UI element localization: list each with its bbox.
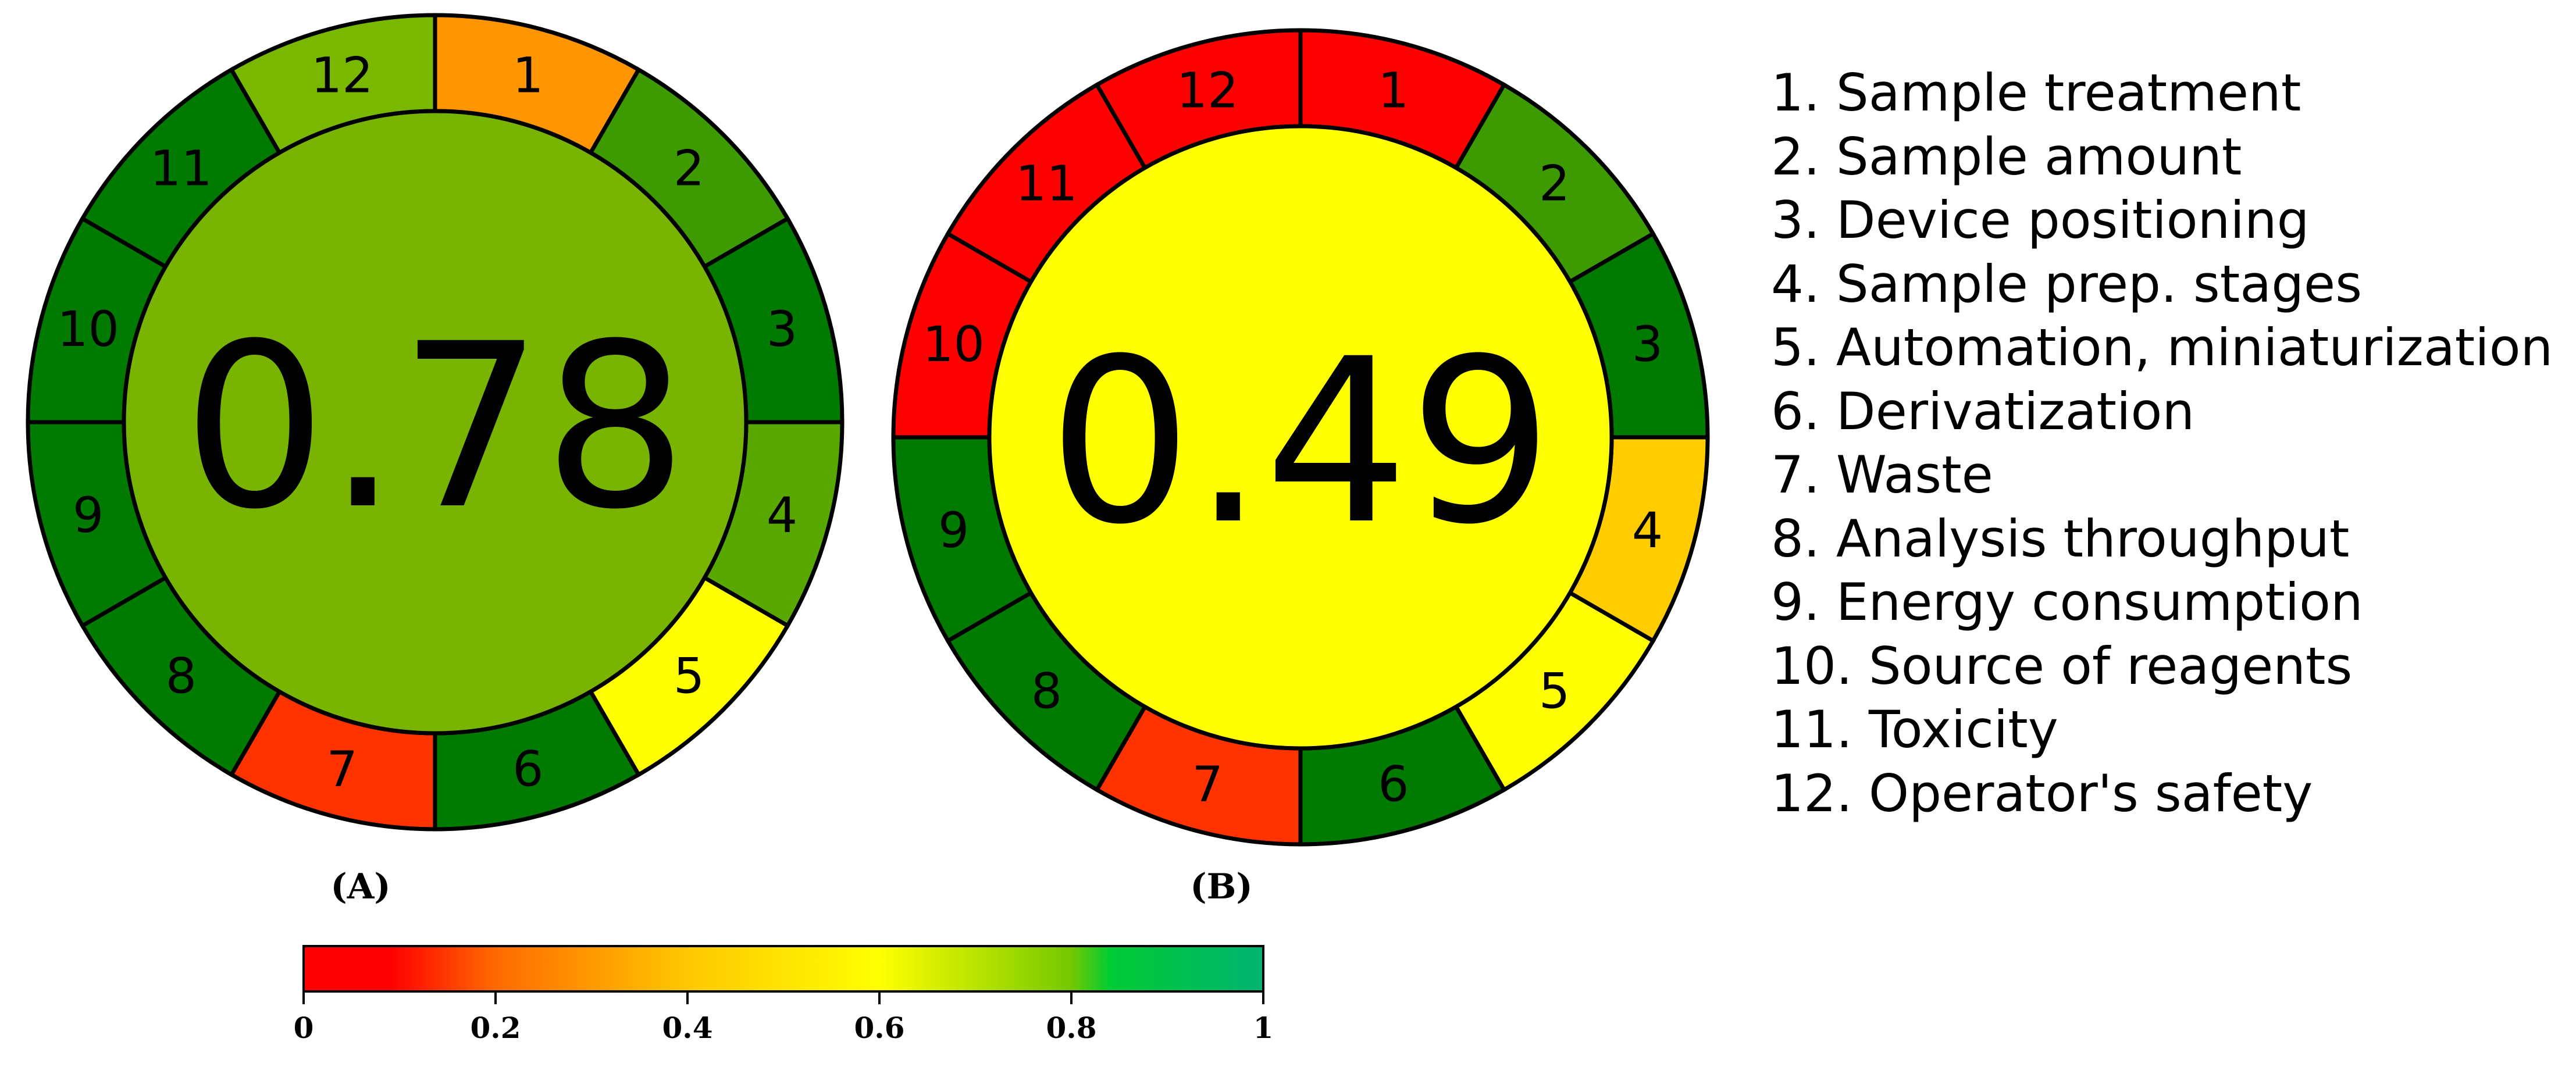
segment-number-5: 5 — [1539, 663, 1570, 720]
segment-number-6: 6 — [512, 740, 543, 797]
segment-number-6: 6 — [1378, 755, 1409, 812]
segment-number-9: 9 — [938, 502, 969, 559]
criterion-6: 6. Derivatization — [1771, 381, 2195, 441]
panel-label: (B) — [1190, 866, 1253, 907]
segment-number-10: 10 — [922, 316, 985, 373]
segment-number-4: 4 — [767, 487, 797, 544]
segment-number-8: 8 — [1031, 663, 1062, 720]
colorbar-gradient — [302, 945, 1264, 993]
segment-number-2: 2 — [674, 140, 704, 197]
colorbar-tick-label: 0 — [294, 1011, 314, 1045]
segment-number-11: 11 — [1016, 155, 1078, 212]
colorbar-tick-label: 0.4 — [662, 1011, 713, 1045]
segment-number-10: 10 — [57, 301, 119, 358]
segment-number-3: 3 — [767, 301, 797, 358]
segment-number-12: 12 — [1177, 62, 1239, 119]
segment-number-11: 11 — [150, 140, 212, 197]
segment-number-4: 4 — [1632, 502, 1663, 559]
score-circle — [987, 124, 1614, 751]
criteria-legend: 1. Sample treatment 2. Sample amount 3. … — [1771, 61, 2553, 825]
segment-number-3: 3 — [1632, 316, 1663, 373]
overall-score: 0.78 — [183, 295, 687, 559]
overall-score: 0.49 — [1048, 310, 1553, 574]
criterion-9: 9. Energy consumption — [1771, 572, 2363, 632]
score-circle — [122, 109, 749, 736]
colorbar-tick-label: 0.6 — [854, 1011, 905, 1045]
criterion-7: 7. Waste — [1771, 445, 1993, 505]
colorbar-tick-label: 0.2 — [471, 1011, 521, 1045]
criterion-5: 5. Automation, miniaturization — [1771, 317, 2553, 377]
criterion-11: 11. Toxicity — [1771, 700, 2058, 759]
segment-number-2: 2 — [1539, 155, 1570, 212]
colorbar: 0 0.2 0.4 0.6 0.8 1 — [294, 945, 1274, 1045]
criterion-8: 8. Analysis throughput — [1771, 508, 2350, 569]
segment-number-8: 8 — [166, 648, 197, 705]
segment-number-1: 1 — [512, 47, 543, 104]
colorbar-tick-label: 1 — [1253, 1011, 1274, 1045]
segment-number-7: 7 — [326, 740, 357, 797]
segment-number-5: 5 — [674, 648, 704, 705]
criterion-1: 1. Sample treatment — [1771, 63, 2301, 123]
segment-number-7: 7 — [1192, 755, 1223, 812]
criterion-3: 3. Device positioning — [1771, 190, 2310, 250]
criterion-12: 12. Operator's safety — [1771, 763, 2313, 823]
segment-number-9: 9 — [73, 487, 104, 544]
criterion-4: 4. Sample prep. stages — [1771, 254, 2363, 314]
panel-label: (A) — [330, 866, 390, 907]
criterion-2: 2. Sample amount — [1771, 126, 2242, 187]
segment-number-1: 1 — [1378, 62, 1409, 119]
segment-number-12: 12 — [311, 47, 373, 104]
criterion-10: 10. Source of reagents — [1771, 636, 2353, 696]
colorbar-tick-label: 0.8 — [1046, 1011, 1097, 1045]
